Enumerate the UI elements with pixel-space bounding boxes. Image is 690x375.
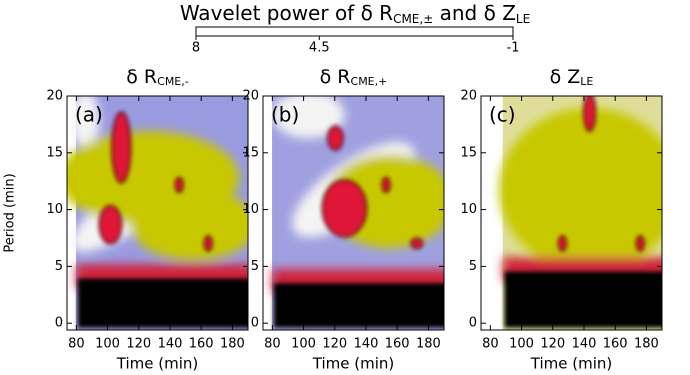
plot-frame [66,95,249,331]
heatmap-region [410,237,424,250]
panel-title-text: δ R [126,66,157,88]
y-tick-label: 0 [251,316,259,331]
heatmap-region [130,189,248,260]
y-tick-label: 5 [55,259,63,274]
heatmap-sharp [273,125,444,328]
x-tick-label: 100 [291,337,316,352]
y-axis-label: Period (min) [3,173,18,252]
y-tick-label: 15 [46,145,63,160]
y-tick-label: 15 [460,145,477,160]
x-tick-label: 160 [385,337,410,352]
y-tick-label: 20 [460,89,477,104]
heatmap-region [499,107,662,272]
figure-title: Wavelet power of δ RCME,± and δ ZLE [180,1,530,26]
colorbar [195,26,514,37]
panel-label: (b) [271,103,299,127]
panel-title-text: δ Z [550,66,581,88]
heatmap [481,96,662,330]
panel-label: (a) [75,103,103,127]
x-tick-label: 180 [634,337,659,352]
x-tick-label: 140 [354,337,379,352]
y-tick-label: 0 [469,316,477,331]
colorbar-tick-label: 4.5 [309,41,330,56]
heatmap-region [381,176,391,193]
panel-title: δ RCME,+ [320,66,388,89]
x-tick-label: 160 [189,337,214,352]
y-tick-label: 15 [242,145,259,160]
heatmap-region [327,125,344,151]
panel-title-subscript: LE [580,75,593,88]
heatmap [67,96,248,330]
heatmap-region [272,96,345,139]
x-tick-label: 120 [322,337,347,352]
y-tick-label: 20 [242,89,259,104]
panel-title-text: δ R [320,66,351,88]
x-axis-label: Time (min) [116,355,198,373]
heatmap-region [77,278,248,328]
heatmap-region [70,96,100,148]
title-text: Wavelet power of δ R [180,1,393,25]
x-tick-label: 160 [603,337,628,352]
heatmap-sharp [77,111,248,328]
y-tick-label: 10 [46,202,63,217]
y-tick-label: 10 [460,202,477,217]
x-tick-label: 180 [416,337,441,352]
x-tick-label: 80 [68,337,85,352]
x-tick-label: 100 [95,337,120,352]
title-subscript: LE [516,12,530,26]
panel-label: (c) [489,103,516,127]
heatmap [263,96,444,330]
title-text: and δ Z [433,1,516,25]
y-tick-label: 20 [46,89,63,104]
heatmap-region [273,283,444,328]
heatmap-region [504,271,662,328]
panel-title-subscript: CME,+ [351,75,388,88]
x-tick-label: 80 [264,337,281,352]
y-tick-label: 5 [251,259,259,274]
panel-title: δ RCME,- [126,66,188,89]
heatmap-region [321,179,368,238]
x-tick-label: 180 [220,337,245,352]
x-tick-label: 140 [158,337,183,352]
heatmap-region [174,176,184,193]
heatmap-region [557,235,568,252]
y-tick-label: 5 [469,259,477,274]
heatmap-region [98,204,123,245]
title-subscript: CME,± [393,12,433,26]
panel-title: δ ZLE [550,66,594,89]
plot-frame [262,95,445,331]
x-tick-label: 100 [509,337,534,352]
x-tick-label: 140 [572,337,597,352]
heatmap-region [635,235,645,252]
heatmap-region [203,235,213,252]
panel-title-subscript: CME,- [157,75,189,88]
colorbar-tick-label: 8 [192,41,200,56]
heatmap-sharp [504,96,662,328]
x-axis-label: Time (min) [530,355,612,373]
x-axis-label: Time (min) [312,355,394,373]
colorbar-tick-label: -1 [507,41,520,56]
y-tick-label: 10 [242,202,259,217]
heatmap-region [583,96,597,133]
y-tick-label: 0 [55,316,63,331]
x-tick-label: 120 [126,337,151,352]
x-tick-label: 120 [540,337,565,352]
x-tick-label: 80 [482,337,499,352]
heatmap-region [111,111,132,184]
plot-frame [480,95,663,331]
